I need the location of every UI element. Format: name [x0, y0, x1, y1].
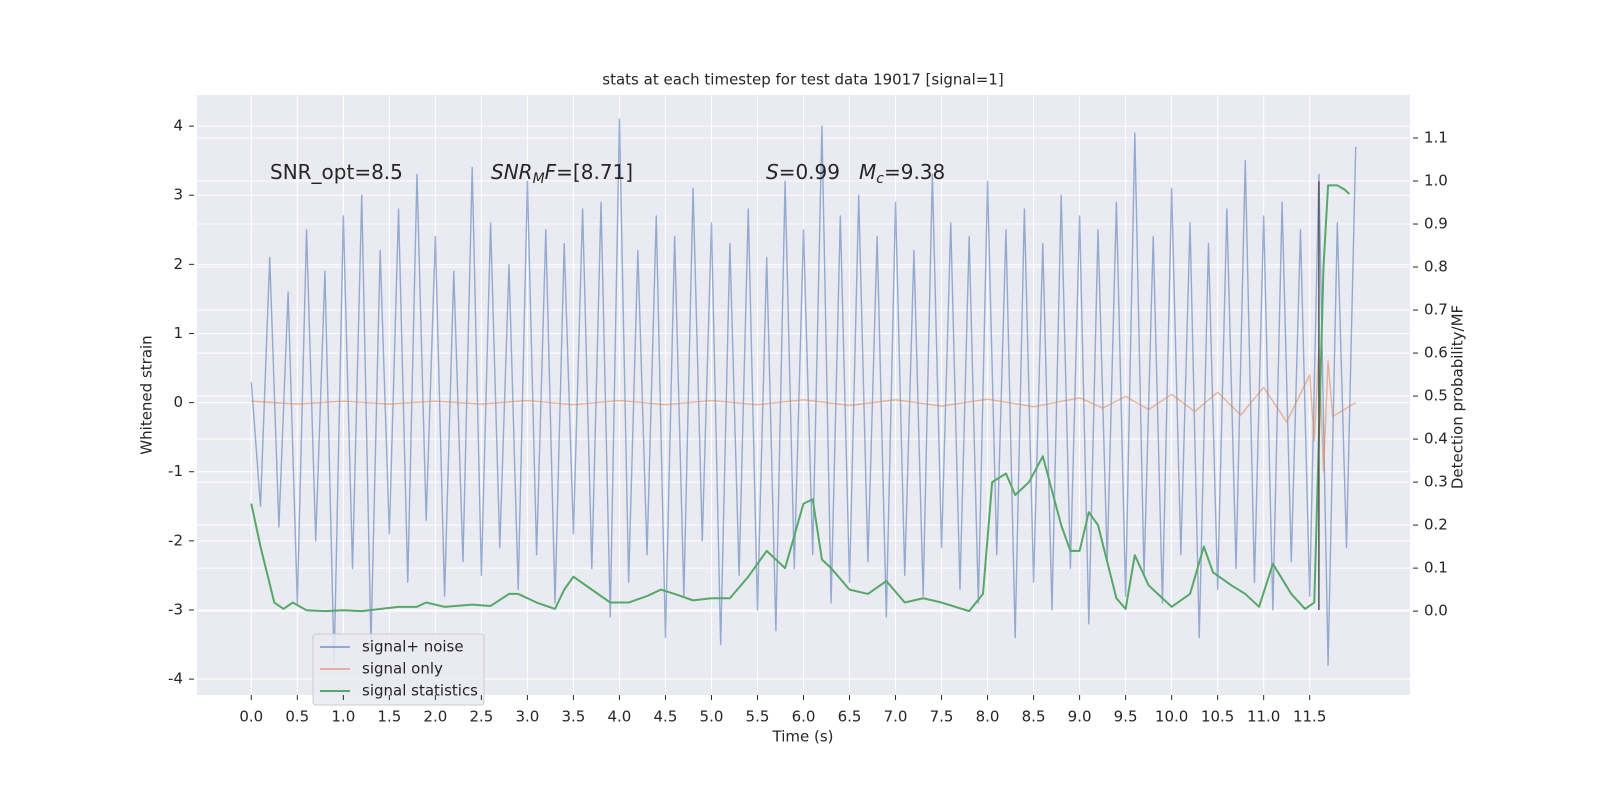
- y-tick-label: 4: [173, 117, 183, 135]
- y2-tick-label: 0.2: [1424, 516, 1448, 534]
- x-tick-label: 1.0: [331, 708, 355, 726]
- y2-tick-label: 0.3: [1424, 473, 1448, 491]
- x-tick-label: 5.5: [746, 708, 770, 726]
- x-tick-label: 0.5: [285, 708, 309, 726]
- annotation-part: S: [766, 160, 779, 184]
- x-tick-label: 4.5: [654, 708, 678, 726]
- x-tick-label: 5.0: [700, 708, 724, 726]
- chart-title: stats at each timestep for test data 190…: [602, 71, 1003, 89]
- x-tick-label: 2.5: [469, 708, 493, 726]
- x-tick-label: 3.5: [561, 708, 585, 726]
- annotation-part: M: [533, 171, 545, 187]
- y2-tick-label: 1.1: [1424, 129, 1448, 147]
- annotation: SNRMF=[8.71]: [491, 160, 633, 188]
- legend-label: signal statistics: [362, 682, 478, 700]
- y-axis-label: Whitened strain: [138, 335, 156, 454]
- x-tick-label: 10.5: [1201, 708, 1234, 726]
- y2-tick-label: 0.6: [1424, 344, 1448, 362]
- x-tick-label: 0.0: [239, 708, 263, 726]
- y-tick-label: -2: [168, 531, 183, 549]
- series-line: [250, 118, 1357, 666]
- y-tick-label: -4: [168, 670, 183, 688]
- x-tick-label: 3.0: [515, 708, 539, 726]
- y-tick-label: -1: [168, 462, 183, 480]
- x-tick-label: 8.0: [976, 708, 1000, 726]
- annotation: S=0.99: [766, 160, 840, 184]
- x-tick-label: 8.5: [1022, 708, 1046, 726]
- annotation-part: F: [545, 160, 557, 184]
- x-tick-label: 9.0: [1068, 708, 1092, 726]
- y2-tick-label: 0.0: [1424, 602, 1448, 620]
- annotation-part: SNR: [491, 160, 533, 184]
- y-tick-label: 1: [173, 324, 183, 342]
- x-tick-label: 11.5: [1293, 708, 1326, 726]
- x-axis-label: Time (s): [772, 728, 834, 746]
- y-tick-label: 0: [173, 393, 183, 411]
- y2-tick-label: 0.7: [1424, 301, 1448, 319]
- x-tick-label: 10.0: [1155, 708, 1188, 726]
- y2-axis-label: Detection probability/MF: [1449, 305, 1467, 489]
- annotation: Mc=9.38: [859, 160, 945, 188]
- y2-tick-label: 0.9: [1424, 215, 1448, 233]
- y-tick-label: -3: [168, 600, 183, 618]
- x-tick-label: 4.0: [608, 708, 632, 726]
- legend-label: signal+ noise: [362, 638, 464, 656]
- x-tick-label: 7.0: [884, 708, 908, 726]
- series-line: [250, 184, 1350, 613]
- y-tick-label: 3: [173, 186, 183, 204]
- legend-box: [312, 633, 485, 706]
- series-line: [251, 346, 1357, 473]
- x-tick-label: 6.5: [838, 708, 862, 726]
- annotation-part: =0.99: [779, 160, 840, 184]
- x-tick-label: 6.0: [792, 708, 816, 726]
- y-tick-label: 2: [173, 255, 183, 273]
- x-tick-label: 1.5: [377, 708, 401, 726]
- x-tick-label: 11.0: [1247, 708, 1280, 726]
- x-tick-label: 7.5: [930, 708, 954, 726]
- y2-tick-label: 0.8: [1424, 258, 1448, 276]
- annotation-part: =9.38: [884, 160, 945, 184]
- y2-tick-label: 0.4: [1424, 430, 1448, 448]
- x-tick-label: 2.0: [423, 708, 447, 726]
- annotation-part: c: [876, 171, 884, 187]
- annotation-part: =[8.71]: [556, 160, 633, 184]
- annotation-part: M: [859, 160, 876, 184]
- annotation: SNR_opt=8.5: [270, 160, 403, 184]
- y2-tick-label: 1.0: [1424, 172, 1448, 190]
- y2-tick-label: 0.1: [1424, 559, 1448, 577]
- y2-tick-label: 0.5: [1424, 387, 1448, 405]
- annotation-part: SNR_opt=8.5: [270, 160, 403, 184]
- legend-label: signal only: [362, 660, 443, 678]
- x-tick-label: 9.5: [1114, 708, 1138, 726]
